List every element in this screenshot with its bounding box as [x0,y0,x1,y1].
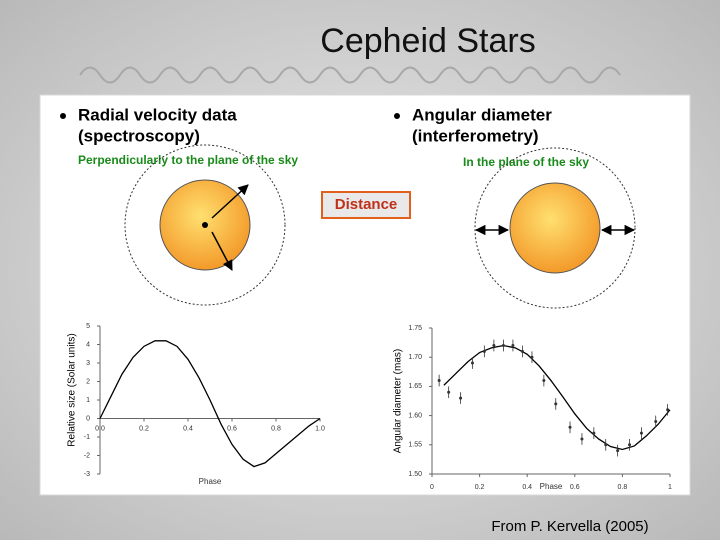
x-tick-label: 0.8 [618,484,628,491]
data-point [447,390,451,394]
y-tick-label: 1.60 [408,412,422,419]
y-tick-label: 4 [86,341,90,348]
x-tick-label: 0.2 [475,484,485,491]
bullet-text: (interferometry) [412,126,539,145]
x-tick-label: 0.6 [227,425,237,432]
y-tick-label: 1.55 [408,442,422,449]
x-tick-label: 0.0 [95,425,105,432]
y-tick-label: 3 [86,360,90,367]
y-tick-label: 1 [86,397,90,404]
data-point [604,443,608,447]
y-tick-label: 2 [86,378,90,385]
data-point [654,419,658,423]
y-tick-label: -3 [84,471,90,478]
bullet [394,113,400,119]
bullet-text: Radial velocity data [78,105,237,124]
arrow [211,231,233,271]
y-tick-label: 1.70 [408,354,422,361]
data-point [492,344,496,348]
y-tick-label: 5 [86,323,90,330]
y-tick-label: -1 [84,434,90,441]
observer-dot [202,222,208,228]
y-tick-label: 0 [86,415,90,422]
y-tick-label: -2 [84,452,90,459]
y-tick-label: 1.50 [408,471,422,478]
x-tick-label: 1.0 [315,425,325,432]
bullet [60,113,66,119]
y-axis-label: Relative size (Solar units) [67,333,78,446]
data-point [580,437,584,441]
x-tick-label: 1 [668,484,672,491]
content-panel [39,94,691,496]
credit: From P. Kervella (2005) [491,518,648,535]
bullet-note: Perpendicularly to the plane of the sky [78,153,298,167]
bullet-text: Angular diameter [412,105,552,124]
y-tick-label: 1.65 [408,383,422,390]
diagram-label: Distance [335,196,398,213]
data-point [501,344,505,348]
star [509,182,601,274]
data-point [530,355,534,359]
orbit-circle [124,144,286,306]
bullet-note: In the plane of the sky [463,155,589,169]
data-point [482,349,486,353]
fit-line [443,344,671,451]
x-tick-label: 0.8 [271,425,281,432]
bullet-text: (spectroscopy) [78,126,200,145]
data-point [511,344,515,348]
x-tick-label: 0.2 [139,425,149,432]
x-axis-label: Phase [540,482,563,491]
data-point [542,379,546,383]
x-axis-label: Phase [199,477,222,486]
x-tick-label: 0 [430,484,434,491]
data-point [616,449,620,453]
data-point [437,379,441,383]
label-box [321,191,411,219]
arrow [211,184,249,219]
data-point [628,443,632,447]
y-tick-label: 1.75 [408,325,422,332]
decoration-wave [79,66,621,84]
x-tick-label: 0.4 [522,484,532,491]
data-point [592,431,596,435]
data-point [554,402,558,406]
y-axis-label: Angular diameter (mas) [393,349,404,453]
data-point [568,425,572,429]
data-point [639,431,643,435]
data-line [99,340,321,468]
data-point [666,408,670,412]
x-tick-label: 0.6 [570,484,580,491]
data-point [470,361,474,365]
x-tick-label: 0.4 [183,425,193,432]
data-point [520,349,524,353]
data-point [459,396,463,400]
slide-title: Cepheid Stars [320,22,535,60]
